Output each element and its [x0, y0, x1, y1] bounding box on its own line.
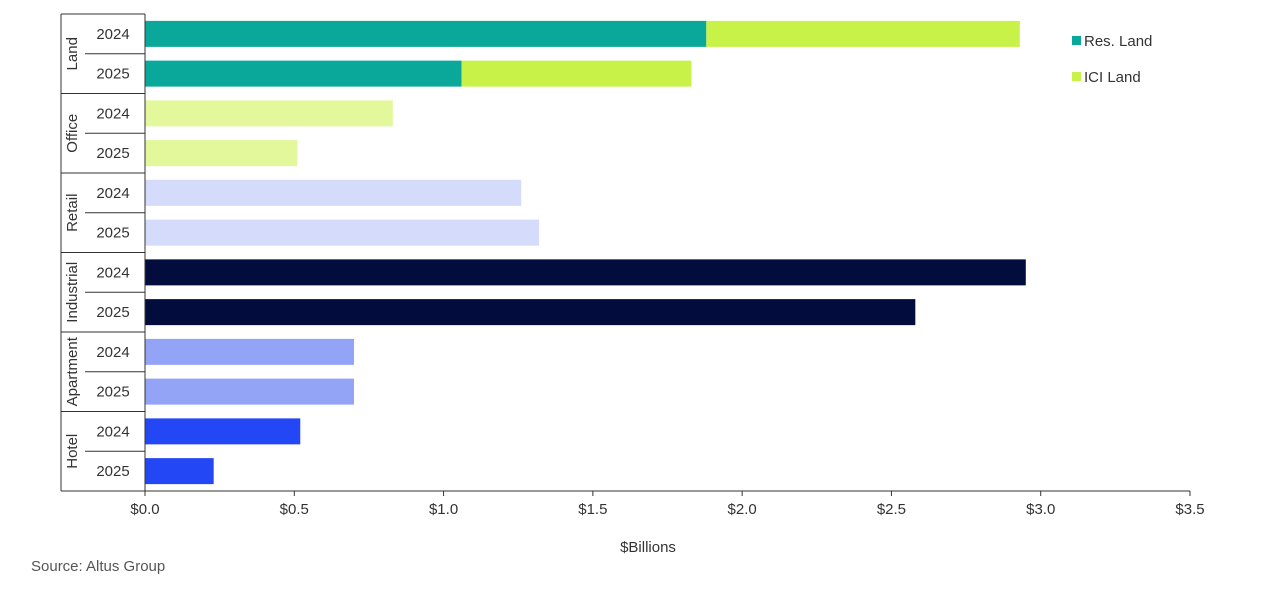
y-tick-label-year: 2024: [96, 344, 129, 361]
group-label-hotel: Hotel: [64, 434, 81, 469]
group-label-industrial: Industrial: [64, 262, 81, 323]
bar-hotel-2024-hotel: [145, 418, 301, 445]
x-axis-title: $Billions: [620, 539, 676, 556]
x-tick-label: $1.5: [578, 501, 607, 518]
y-tick-label-year: 2025: [96, 145, 129, 162]
bar-office-2025-office: [145, 140, 298, 167]
bar-industrial-2024-industrial: [145, 259, 1026, 286]
group-label-land: Land: [64, 37, 81, 70]
x-tick-label: $0.0: [130, 501, 159, 518]
bar-office-2024-office: [145, 100, 393, 127]
group-label-retail: Retail: [64, 194, 81, 232]
bar-land-2025-ici-land: [461, 60, 692, 87]
x-tick-label: $1.0: [429, 501, 458, 518]
legend-swatch-ici-land: [1072, 72, 1081, 81]
x-tick-label: $3.0: [1026, 501, 1055, 518]
legend-swatch-res-land: [1072, 36, 1081, 45]
bar-land-2024-ici-land: [706, 20, 1020, 47]
bar-land-2024-res-land: [145, 20, 707, 47]
y-tick-label-year: 2025: [96, 225, 129, 242]
bar-apartment-2025-apartment: [145, 378, 354, 405]
bar-apartment-2024-apartment: [145, 338, 354, 365]
bar-hotel-2025-hotel: [145, 458, 214, 485]
y-tick-label-year: 2025: [96, 384, 129, 401]
x-tick-label: $2.0: [728, 501, 757, 518]
legend-label: ICI Land: [1084, 69, 1141, 86]
x-tick-label: $0.5: [280, 501, 309, 518]
axes: 2024 2025 2024 2025 2024 2025 2024 2025 2024 2025…: [60, 13, 1205, 518]
y-tick-label-year: 2024: [96, 264, 129, 281]
x-tick-label: $2.5: [877, 501, 906, 518]
bar-retail-2025-retail: [145, 219, 540, 246]
y-tick-label-year: 2024: [96, 105, 129, 122]
bar-industrial-2025-industrial: [145, 299, 916, 326]
legend-label: Res. Land: [1084, 33, 1152, 50]
x-tick-label: $3.5: [1175, 501, 1204, 518]
bar-land-2025-res-land: [145, 60, 462, 87]
y-tick-label-year: 2025: [96, 463, 129, 480]
legend: Res. Land ICI Land: [1072, 33, 1152, 86]
source-note: Source: Altus Group: [31, 558, 165, 575]
group-label-office: Office: [64, 114, 81, 153]
y-tick-label-year: 2024: [96, 185, 129, 202]
y-tick-label-year: 2025: [96, 66, 129, 83]
y-tick-label-year: 2025: [96, 304, 129, 321]
plot-area: [145, 20, 1026, 485]
bar-retail-2024-retail: [145, 179, 522, 206]
y-tick-label-year: 2024: [96, 26, 129, 43]
y-tick-label-year: 2024: [96, 423, 129, 440]
group-label-apartment: Apartment: [64, 336, 81, 406]
